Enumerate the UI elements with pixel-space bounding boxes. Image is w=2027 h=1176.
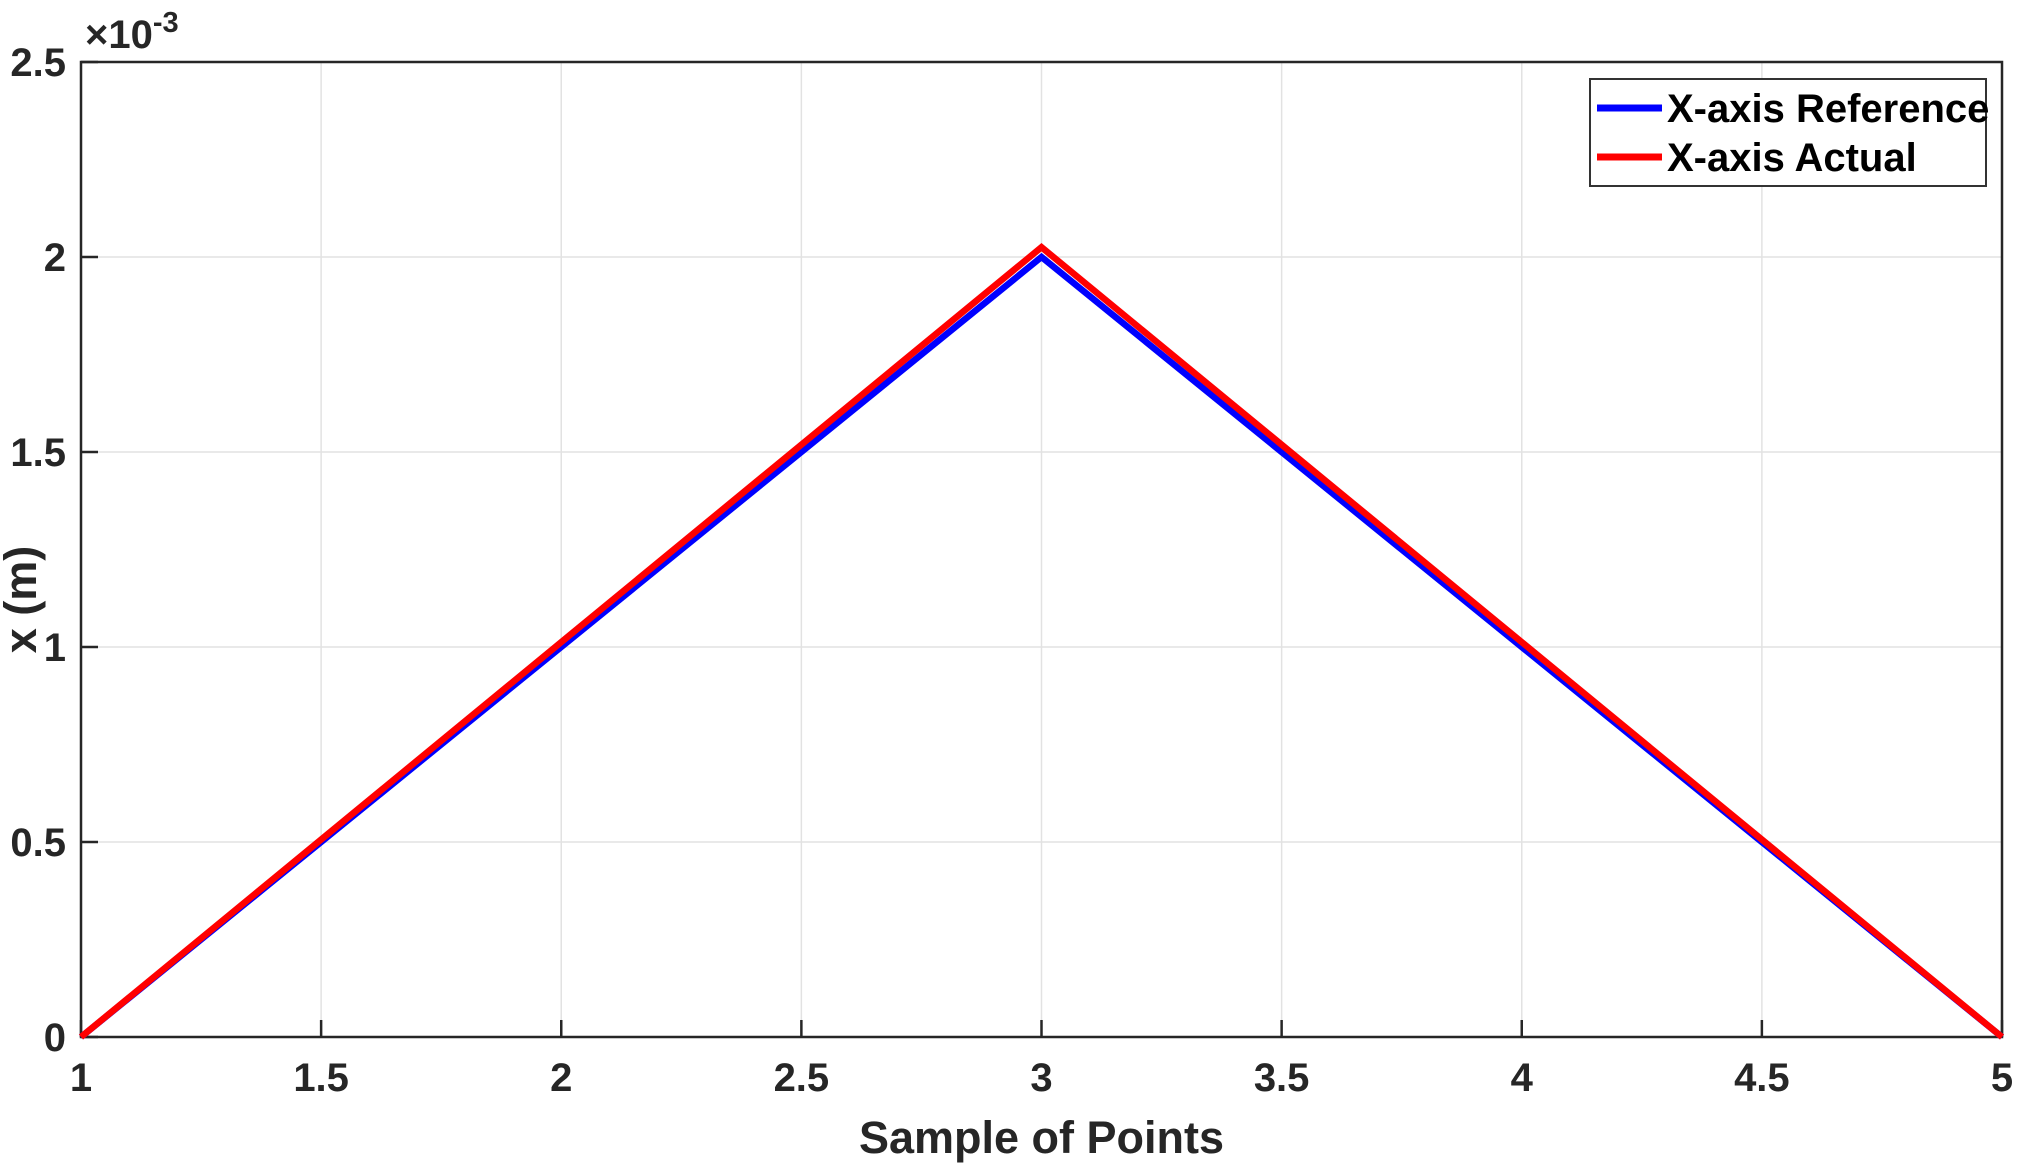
x-tick-label: 3.5 xyxy=(1254,1056,1310,1100)
y-tick-label: 0 xyxy=(44,1016,66,1060)
y-tick-label: 2.5 xyxy=(10,41,66,85)
x-tick-label: 5 xyxy=(1991,1056,2013,1100)
x-tick-label: 1 xyxy=(70,1056,92,1100)
axes-box xyxy=(79,60,2004,1039)
y-tick-label: 2 xyxy=(44,236,66,280)
legend-box xyxy=(1589,78,1987,187)
x-axis-label: Sample of Points xyxy=(859,1112,1224,1163)
x-tick-label: 2.5 xyxy=(774,1056,830,1100)
x-tick-label: 4.5 xyxy=(1734,1056,1790,1100)
x-tick-label: 2 xyxy=(550,1056,572,1100)
legend-label-x-axis-actual: X-axis Actual xyxy=(1667,136,1917,180)
y-axis-label: x (m) xyxy=(0,546,46,654)
y-tick-label: 0.5 xyxy=(10,821,66,865)
y-tick-label: 1.5 xyxy=(10,431,66,475)
y-axis-offset-label: ×10-3 xyxy=(85,7,179,57)
y-tick-label: 1 xyxy=(44,626,66,670)
legend-label-x-axis-reference: X-axis Reference xyxy=(1667,87,1989,131)
x-tick-label: 4 xyxy=(1511,1056,1534,1100)
x-tick-label: 3 xyxy=(1030,1056,1052,1100)
series-line-x-axis-actual xyxy=(78,243,2005,1040)
x-tick-label: 1.5 xyxy=(293,1056,349,1100)
y-axis-offset-exponent: -3 xyxy=(153,7,179,39)
